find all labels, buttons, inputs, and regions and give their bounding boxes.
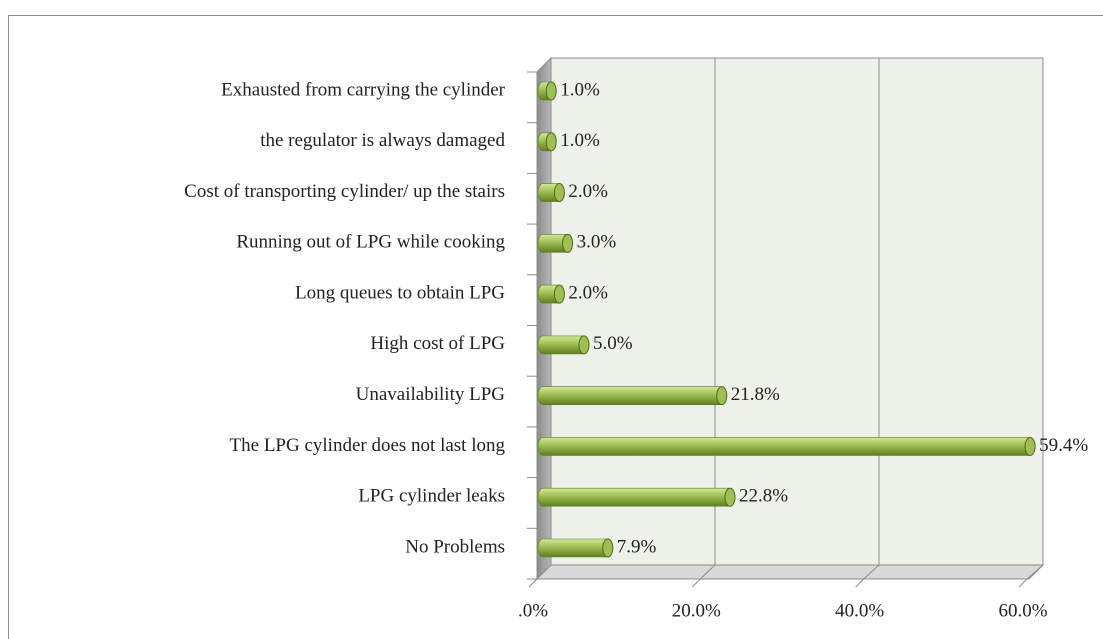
value-label: 5.0% (593, 333, 633, 354)
bar-cap (562, 233, 574, 253)
category-label: High cost of LPG (370, 333, 505, 354)
x-tick-label: 20.0% (672, 600, 721, 621)
bar (537, 487, 736, 507)
bar-cap (545, 81, 557, 101)
x-tick (691, 578, 701, 588)
category-label: Unavailability LPG (356, 384, 506, 405)
x-tick (1018, 578, 1028, 588)
x-tick-label: 40.0% (835, 600, 884, 621)
category-label: the regulator is always damaged (260, 130, 505, 151)
bar-cap (553, 183, 565, 203)
value-label: 7.9% (617, 536, 657, 557)
floor (535, 564, 1045, 580)
category-label: LPG cylinder leaks (358, 486, 505, 507)
category-label: Cost of transporting cylinder/ up the st… (184, 181, 505, 202)
value-label: 2.0% (568, 282, 608, 303)
x-tick-label: 60.0% (998, 600, 1047, 621)
value-label: 59.4% (1039, 435, 1088, 456)
category-label: Running out of LPG while cooking (236, 232, 505, 253)
bar (537, 437, 1036, 456)
bar-cap (578, 335, 590, 355)
bar (537, 538, 614, 558)
value-label: 22.8% (739, 486, 788, 507)
grid-line (1026, 564, 1044, 580)
bar-cap (545, 132, 557, 152)
bar (537, 386, 728, 405)
category-label: No Problems (405, 536, 505, 557)
value-label: 21.8% (731, 384, 780, 405)
bar-cap (1024, 436, 1036, 456)
bar-cap (553, 284, 565, 304)
bar-cap (716, 386, 728, 406)
x-tick-label: .0% (518, 600, 548, 621)
bar-cap (602, 538, 614, 558)
bar-cap (724, 487, 736, 507)
value-label: 1.0% (560, 130, 600, 151)
x-tick (528, 578, 538, 588)
category-label: Long queues to obtain LPG (295, 282, 505, 303)
value-label: 3.0% (577, 232, 617, 253)
back-wall (550, 57, 1044, 566)
grid-line (863, 564, 880, 580)
value-label: 1.0% (560, 79, 600, 100)
value-label: 2.0% (568, 181, 608, 202)
category-label: The LPG cylinder does not last long (230, 435, 506, 456)
category-label: Exhausted from carrying the cylinder (221, 79, 506, 100)
x-tick (855, 578, 865, 588)
grid-line (699, 564, 716, 580)
